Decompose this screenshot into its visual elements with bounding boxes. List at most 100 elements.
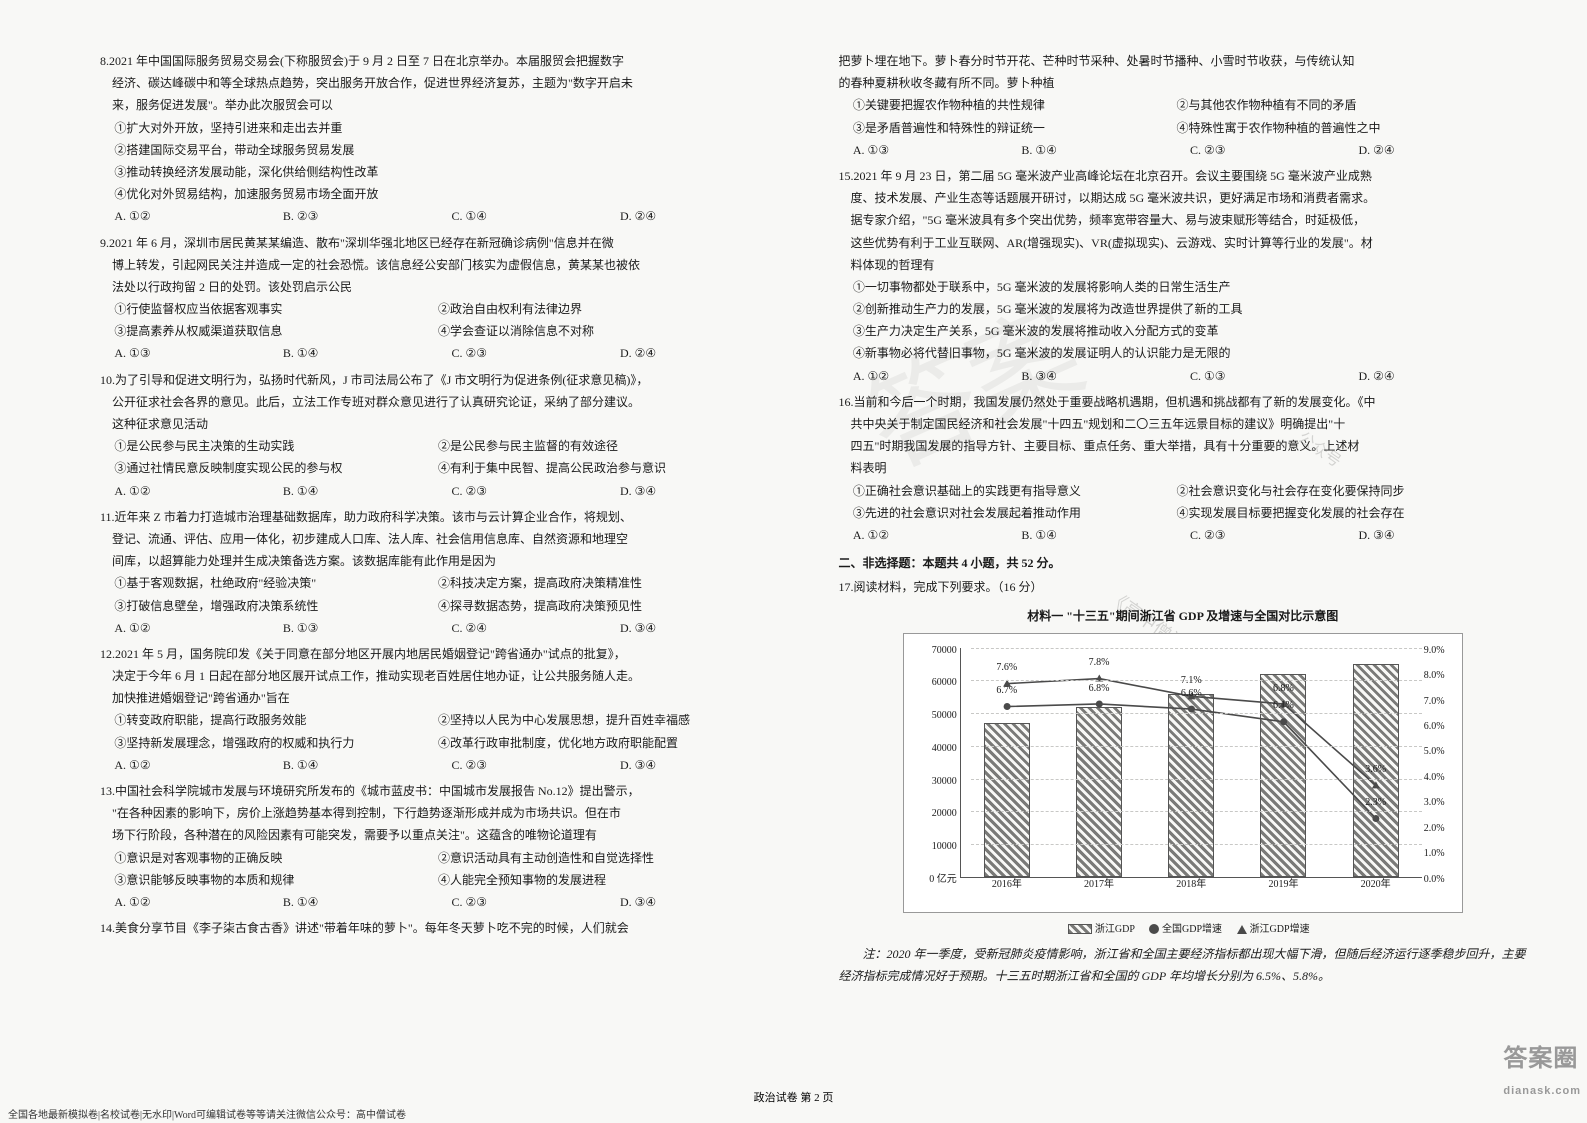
- q16-l3: 四五"时期我国发展的指导方针、主要目标、重点任务、重大举措，具有十分重要的意义。…: [839, 435, 1528, 457]
- legend-label-c: 浙江GDP增速: [1250, 924, 1310, 935]
- chart-plot-area: 0 亿元100002000030000400005000060000700000…: [960, 648, 1422, 878]
- q13-choice-d[interactable]: D. ③④: [620, 891, 789, 913]
- q9-choice-a[interactable]: A. ①③: [114, 342, 283, 364]
- legend-swatch-bar: [1068, 924, 1092, 934]
- question-10: 10.为了引导和促进文明行为，弘扬时代新风，J 市司法局公布了《J 市文明行为促…: [100, 369, 789, 502]
- question-12: 12.2021 年 5 月，国务院印发《关于同意在部分地区开展内地居民婚姻登记"…: [100, 643, 789, 776]
- q8-opt-1: ①扩大对外开放，坚持引进来和走出去并重: [100, 117, 789, 139]
- q16-opt-2: ②社会意识变化与社会存在变化要保持同步: [1176, 480, 1500, 502]
- q9-choice-b[interactable]: B. ①④: [283, 342, 452, 364]
- q14c-opt-3: ③是矛盾普遍性和特殊性的辩证统一: [853, 117, 1177, 139]
- chart-note: 注：2020 年一季度，受新冠肺炎疫情影响，浙江省和全国主要经济指标都出现大幅下…: [839, 943, 1528, 987]
- q16-opt-3: ③先进的社会意识对社会发展起着推动作用: [853, 502, 1177, 524]
- q13-opt-4: ④人能完全预知事物的发展进程: [438, 869, 762, 891]
- q9-choices: A. ①③ B. ①④ C. ②③ D. ②④: [100, 342, 789, 364]
- q15-choice-a[interactable]: A. ①②: [853, 365, 1022, 387]
- q15-choice-c[interactable]: C. ①③: [1190, 365, 1359, 387]
- q15-l1: 15.2021 年 9 月 23 日，第二届 5G 毫米波产业高峰论坛在北京召开…: [839, 165, 1528, 187]
- q10-choice-c[interactable]: C. ②③: [451, 480, 620, 502]
- q11-opt-4: ④探寻数据态势，提高政府决策预见性: [438, 595, 762, 617]
- q11-stem-2: 登记、流通、评估、应用一体化，初步建成人口库、法人库、社会信用信息库、自然资源和…: [100, 528, 789, 550]
- q9-choice-c[interactable]: C. ②③: [451, 342, 620, 364]
- q8-choice-c[interactable]: C. ①④: [451, 205, 620, 227]
- q10-stem-2: 公开征求社会各界的意见。此后，立法工作专班对群众意见进行了认真研究论证，采纳了部…: [100, 391, 789, 413]
- q13-choice-c[interactable]: C. ②③: [451, 891, 620, 913]
- q14c-choice-a[interactable]: A. ①③: [853, 139, 1022, 161]
- legend-label-b: 全国GDP增速: [1162, 924, 1222, 935]
- q15-choice-d[interactable]: D. ②④: [1358, 365, 1527, 387]
- q16-choice-c[interactable]: C. ②③: [1190, 524, 1359, 546]
- q10-opt-4: ④有利于集中民智、提高公民政治参与意识: [438, 457, 762, 479]
- legend-marker-dot: [1149, 924, 1159, 934]
- q13-choices: A. ①② B. ①④ C. ②③ D. ③④: [100, 891, 789, 913]
- q16-opt-4: ④实现发展目标要把握变化发展的社会存在: [1176, 502, 1500, 524]
- source-footer: 全国各地最新模拟卷|名校试卷|无水印|Word可编辑试卷等等请关注微信公众号：高…: [8, 1106, 406, 1121]
- q12-choice-a[interactable]: A. ①②: [114, 754, 283, 776]
- q8-choice-d[interactable]: D. ②④: [620, 205, 789, 227]
- q12-choice-d[interactable]: D. ③④: [620, 754, 789, 776]
- right-column: 把萝卜埋在地下。萝卜春分时节开花、芒种时节采种、处暑时节播种、小雪时节收获，与传…: [839, 50, 1528, 1033]
- q14c-choice-d[interactable]: D. ②④: [1358, 139, 1527, 161]
- q9-opt-2: ②政治自由权利有法律边界: [438, 298, 762, 320]
- q12-opt-3: ③坚持新发展理念，增强政府的权威和执行力: [114, 732, 438, 754]
- q12-opts: ①转变政府职能，提高行政服务效能 ②坚持以人民为中心发展思想，提升百姓幸福感 ③…: [100, 709, 789, 753]
- q11-opt-1: ①基于客观数据，杜绝政府"经验决策": [114, 572, 438, 594]
- q9-choice-d[interactable]: D. ②④: [620, 342, 789, 364]
- q11-choice-c[interactable]: C. ②④: [451, 617, 620, 639]
- q13-opts: ①意识是对客观事物的正确反映 ②意识活动具有主动创造性和自觉选择性 ③意识能够反…: [100, 847, 789, 891]
- q16-choice-b[interactable]: B. ①④: [1021, 524, 1190, 546]
- q15-opt-4: ④新事物必将代替旧事物，5G 毫米波的发展证明人的认识能力是无限的: [839, 342, 1528, 364]
- gdp-chart: 0 亿元100002000030000400005000060000700000…: [903, 633, 1463, 913]
- q15-l3: 据专家介绍，"5G 毫米波具有多个突出优势，频率宽带容量大、易与波束赋形等结合，…: [839, 209, 1528, 231]
- q8-stem-1: 8.2021 年中国国际服务贸易交易会(下称服贸会)于 9 月 2 日至 7 日…: [100, 50, 789, 72]
- legend-label-a: 浙江GDP: [1095, 924, 1135, 935]
- q9-stem-2: 博上转发，引起网民关注并造成一定的社会恐慌。该信息经公安部门核实为虚假信息，黄某…: [100, 254, 789, 276]
- q11-choices: A. ①② B. ①③ C. ②④ D. ③④: [100, 617, 789, 639]
- q16-choice-a[interactable]: A. ①②: [853, 524, 1022, 546]
- exam-page: 答案 公众号 《高中僧试卷》 8.2021 年中国国际服务贸易交易会(下称服贸会…: [0, 0, 1587, 1123]
- q10-choices: A. ①② B. ①④ C. ②③ D. ③④: [100, 480, 789, 502]
- q14c-opt-2: ②与其他农作物种植有不同的矛盾: [1176, 94, 1500, 116]
- q9-stem-1: 9.2021 年 6 月，深圳市居民黄某某编造、散布"深圳华强北地区已经存在新冠…: [100, 232, 789, 254]
- page-footer: 政治试卷 第 2 页: [0, 1089, 1587, 1105]
- q13-choice-a[interactable]: A. ①②: [114, 891, 283, 913]
- q8-opt-3: ③推动转换经济发展动能，深化供给侧结构性改革: [100, 161, 789, 183]
- q13-choice-b[interactable]: B. ①④: [283, 891, 452, 913]
- q14c-choice-c[interactable]: C. ②③: [1190, 139, 1359, 161]
- q14c-choice-b[interactable]: B. ①④: [1021, 139, 1190, 161]
- q10-choice-d[interactable]: D. ③④: [620, 480, 789, 502]
- corner-brand: 答案圈dianask.com: [1503, 1038, 1581, 1101]
- q14c-l2: 的春种夏耕秋收冬藏有所不同。萝卜种植: [839, 72, 1528, 94]
- q10-choice-a[interactable]: A. ①②: [114, 480, 283, 502]
- q8-stem-2: 经济、碳达峰碳中和等全球热点趋势，突出服务开放合作，促进世界经济复苏，主题为"数…: [100, 72, 789, 94]
- q11-choice-b[interactable]: B. ①③: [283, 617, 452, 639]
- q12-choice-c[interactable]: C. ②③: [451, 754, 620, 776]
- q15-choice-b[interactable]: B. ③④: [1021, 365, 1190, 387]
- q12-choices: A. ①② B. ①④ C. ②③ D. ③④: [100, 754, 789, 776]
- q12-opt-2: ②坚持以人民为中心发展思想，提升百姓幸福感: [438, 709, 762, 731]
- q13-stem-2: "在各种因素的影响下，房价上涨趋势基本得到控制，下行趋势逐渐形成并成为市场共识。…: [100, 802, 789, 824]
- q8-choice-a[interactable]: A. ①②: [114, 205, 283, 227]
- q11-choice-a[interactable]: A. ①②: [114, 617, 283, 639]
- q16-choice-d[interactable]: D. ③④: [1358, 524, 1527, 546]
- q14c-opts: ①关键要把握农作物种植的共性规律 ②与其他农作物种植有不同的矛盾 ③是矛盾普遍性…: [839, 94, 1528, 138]
- q16-l2: 共中央关于制定国民经济和社会发展"十四五"规划和二〇三五年远景目标的建议》明确提…: [839, 413, 1528, 435]
- q11-stem-1: 11.近年来 Z 市着力打造城市治理基础数据库，助力政府科学决策。该市与云计算企…: [100, 506, 789, 528]
- q15-l2: 度、技术发展、产业生态等话题展开研讨，以期达成 5G 毫米波共识，更好满足市场和…: [839, 187, 1528, 209]
- q11-opt-2: ②科技决定方案，提高政府决策精准性: [438, 572, 762, 594]
- q15-l5: 料体现的哲理有: [839, 254, 1528, 276]
- question-15: 15.2021 年 9 月 23 日，第二届 5G 毫米波产业高峰论坛在北京召开…: [839, 165, 1528, 387]
- q9-stem-3: 法处以行政拘留 2 日的处罚。该处罚启示公民: [100, 276, 789, 298]
- q16-opt-1: ①正确社会意识基础上的实践更有指导意义: [853, 480, 1177, 502]
- q11-opts: ①基于客观数据，杜绝政府"经验决策" ②科技决定方案，提高政府决策精准性 ③打破…: [100, 572, 789, 616]
- q8-choice-b[interactable]: B. ②③: [283, 205, 452, 227]
- q16-l4: 料表明: [839, 457, 1528, 479]
- question-9: 9.2021 年 6 月，深圳市居民黄某某编造、散布"深圳华强北地区已经存在新冠…: [100, 232, 789, 365]
- q13-opt-1: ①意识是对客观事物的正确反映: [114, 847, 438, 869]
- q12-choice-b[interactable]: B. ①④: [283, 754, 452, 776]
- chart-legend: 浙江GDP 全国GDP增速 浙江GDP增速: [839, 921, 1528, 940]
- q10-opt-2: ②是公民参与民主监督的有效途径: [438, 435, 762, 457]
- q11-choice-d[interactable]: D. ③④: [620, 617, 789, 639]
- question-8: 8.2021 年中国国际服务贸易交易会(下称服贸会)于 9 月 2 日至 7 日…: [100, 50, 789, 228]
- q10-choice-b[interactable]: B. ①④: [283, 480, 452, 502]
